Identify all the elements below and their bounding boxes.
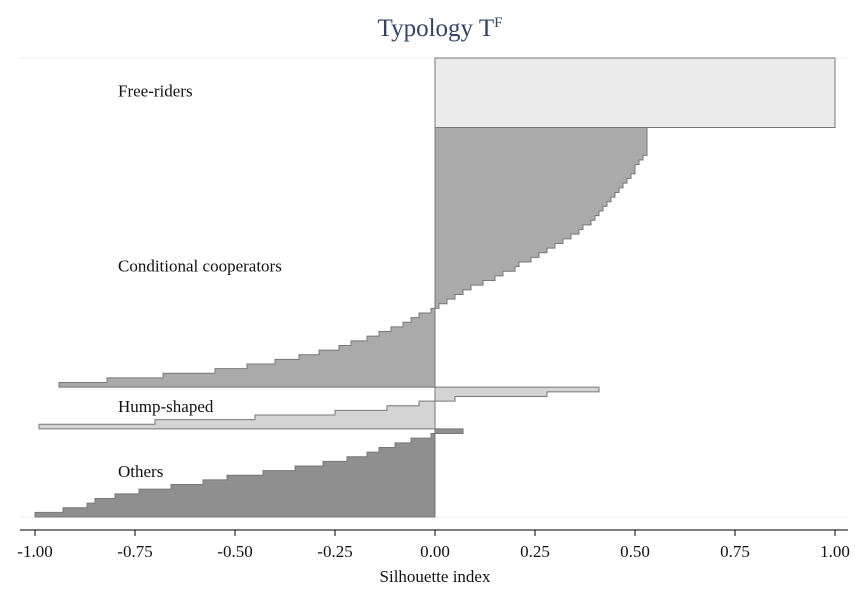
silhouette-area — [58, 127, 648, 388]
cluster-label: Free-riders — [118, 82, 193, 101]
chart-title: Typology TF — [378, 15, 503, 42]
x-axis-label: Silhouette index — [380, 567, 491, 586]
x-tick-label: -0.25 — [317, 542, 352, 561]
silhouette-area — [434, 57, 836, 129]
x-tick-label: 0.75 — [720, 542, 750, 561]
title-main: Typology T — [378, 15, 495, 42]
x-tick-label: 0.00 — [420, 542, 450, 561]
title-sup: F — [494, 15, 502, 31]
x-tick-label: -0.75 — [117, 542, 152, 561]
x-tick-label: 0.25 — [520, 542, 550, 561]
x-tick-label: -1.00 — [17, 542, 52, 561]
silhouette-area — [38, 386, 600, 430]
silhouette-area — [34, 428, 464, 518]
x-tick-label: 0.50 — [620, 542, 650, 561]
cluster-label: Others — [118, 462, 163, 481]
x-tick-label: 1.00 — [820, 542, 850, 561]
cluster-label: Hump-shaped — [118, 397, 214, 416]
cluster-label: Conditional cooperators — [118, 256, 282, 275]
x-tick-label: -0.50 — [217, 542, 252, 561]
